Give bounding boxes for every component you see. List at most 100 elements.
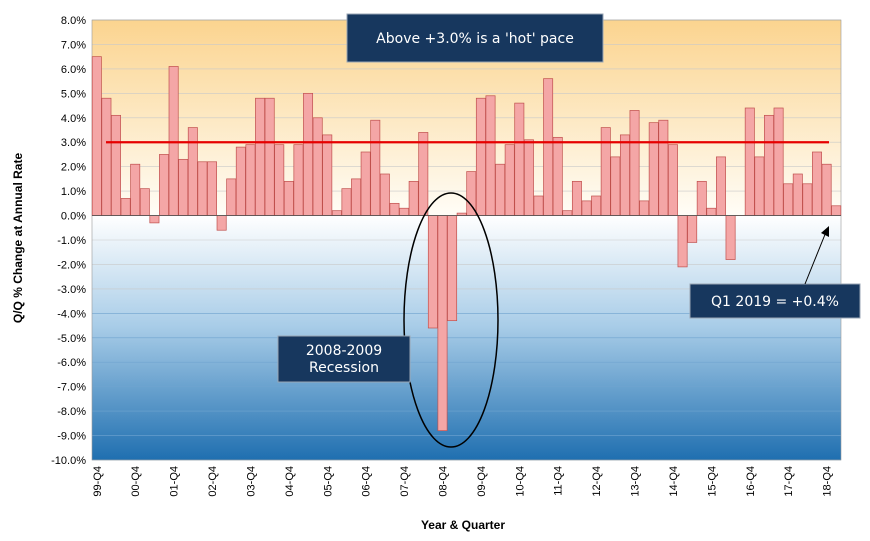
x-tick-label: 12-Q4 (591, 466, 603, 497)
bar (351, 178, 362, 216)
bar (293, 144, 304, 216)
bar (437, 215, 448, 432)
bar (696, 180, 707, 216)
recession-text-line1: 2008-2009 (306, 343, 382, 359)
bar (283, 180, 294, 216)
bar (216, 215, 227, 231)
y-tick-label: 7.0% (61, 39, 86, 51)
x-tick-label: 10-Q4 (514, 466, 526, 497)
latest-value-callout: Q1 2019 = +0.4% (689, 283, 861, 319)
bar (802, 183, 813, 216)
bar (639, 200, 650, 216)
bar (226, 178, 237, 216)
y-tick-label: -1.0% (57, 235, 86, 247)
bar (571, 180, 582, 216)
y-tick-label: -5.0% (57, 333, 86, 345)
x-axis-tick-labels: 99-Q4 00-Q4 01-Q4 02-Q4 03-Q4 04-Q4 05-Q4 06-Q4… (92, 466, 834, 497)
latest-value-arrowhead (821, 226, 829, 237)
bar (447, 215, 458, 322)
y-axis-tick-labels: 8.0% 7.0% 6.0% 5.0% 4.0% 3.0% 2.0% 1.0% 0.0% -1.0… (51, 15, 86, 467)
bar (120, 198, 131, 216)
bar (562, 210, 573, 216)
y-tick-label: -10.0% (51, 455, 86, 467)
bar (812, 151, 822, 216)
bar (495, 163, 506, 216)
bar (831, 205, 842, 216)
y-tick-label: -4.0% (57, 308, 86, 320)
bar (159, 154, 169, 216)
bar (475, 97, 486, 216)
y-tick-label: -6.0% (57, 357, 86, 369)
x-tick-label: 07-Q4 (399, 466, 411, 497)
bar (552, 136, 563, 216)
bar (648, 122, 659, 216)
bar (418, 132, 429, 216)
x-tick-label: 05-Q4 (322, 466, 334, 497)
x-tick-label: 08-Q4 (437, 466, 449, 497)
bar (341, 188, 352, 216)
bar (379, 173, 390, 216)
bar (264, 97, 275, 216)
bar (130, 163, 141, 216)
x-tick-label: 06-Q4 (361, 466, 373, 497)
y-axis-title: Q/Q % Change at Annual Rate (11, 153, 25, 324)
bar (619, 134, 630, 216)
bar (600, 127, 611, 216)
x-tick-label: 02-Q4 (207, 466, 219, 497)
hot-pace-callout: Above +3.0% is a 'hot' pace (346, 13, 604, 63)
bar (255, 97, 266, 216)
bar (764, 114, 774, 216)
bar (716, 156, 726, 216)
bar (725, 215, 736, 260)
recession-ellipse (403, 192, 499, 448)
y-tick-label: 2.0% (61, 162, 86, 174)
bar (408, 180, 419, 216)
x-tick-label: 11-Q4 (553, 466, 565, 496)
x-tick-label: 99-Q4 (92, 466, 104, 497)
bar (687, 215, 698, 243)
bar (591, 195, 602, 216)
bar (178, 158, 189, 216)
y-tick-label: -9.0% (57, 431, 86, 443)
bar (360, 151, 371, 216)
x-tick-label: 18-Q4 (822, 466, 834, 497)
bar (101, 97, 112, 216)
bar (677, 215, 688, 268)
bar (581, 200, 592, 216)
x-tick-label: 09-Q4 (476, 466, 488, 497)
bar (773, 107, 784, 216)
bar (754, 156, 765, 216)
y-tick-label: -7.0% (57, 382, 86, 394)
hot-pace-text: Above +3.0% is a 'hot' pace (376, 31, 574, 47)
bar (303, 92, 314, 216)
x-tick-label: 17-Q4 (783, 466, 795, 497)
recession-callout: 2008-2009 Recession (277, 335, 411, 383)
bar (629, 110, 640, 216)
x-axis-title: Year & Quarter (421, 518, 505, 532)
y-tick-label: -3.0% (57, 284, 86, 296)
bar (389, 202, 400, 216)
bar (312, 117, 323, 216)
bar (610, 156, 621, 216)
latest-value-arrow (804, 231, 827, 285)
bar (523, 139, 534, 216)
bar (744, 107, 755, 216)
bar (322, 134, 333, 216)
x-tick-label: 13-Q4 (630, 466, 642, 497)
bar (658, 119, 669, 216)
x-tick-label: 01-Q4 (169, 466, 181, 497)
bar (197, 161, 208, 216)
bar (399, 207, 410, 216)
x-tick-label: 03-Q4 (245, 466, 257, 497)
bar (533, 195, 544, 216)
x-tick-label: 16-Q4 (745, 466, 757, 497)
bar (111, 114, 121, 216)
bar (274, 144, 285, 216)
recession-text-line2: Recession (309, 360, 379, 376)
bar (370, 119, 381, 216)
bar (245, 144, 256, 216)
bar (149, 215, 160, 224)
y-tick-label: 8.0% (61, 15, 86, 27)
y-tick-label: 6.0% (61, 64, 86, 76)
